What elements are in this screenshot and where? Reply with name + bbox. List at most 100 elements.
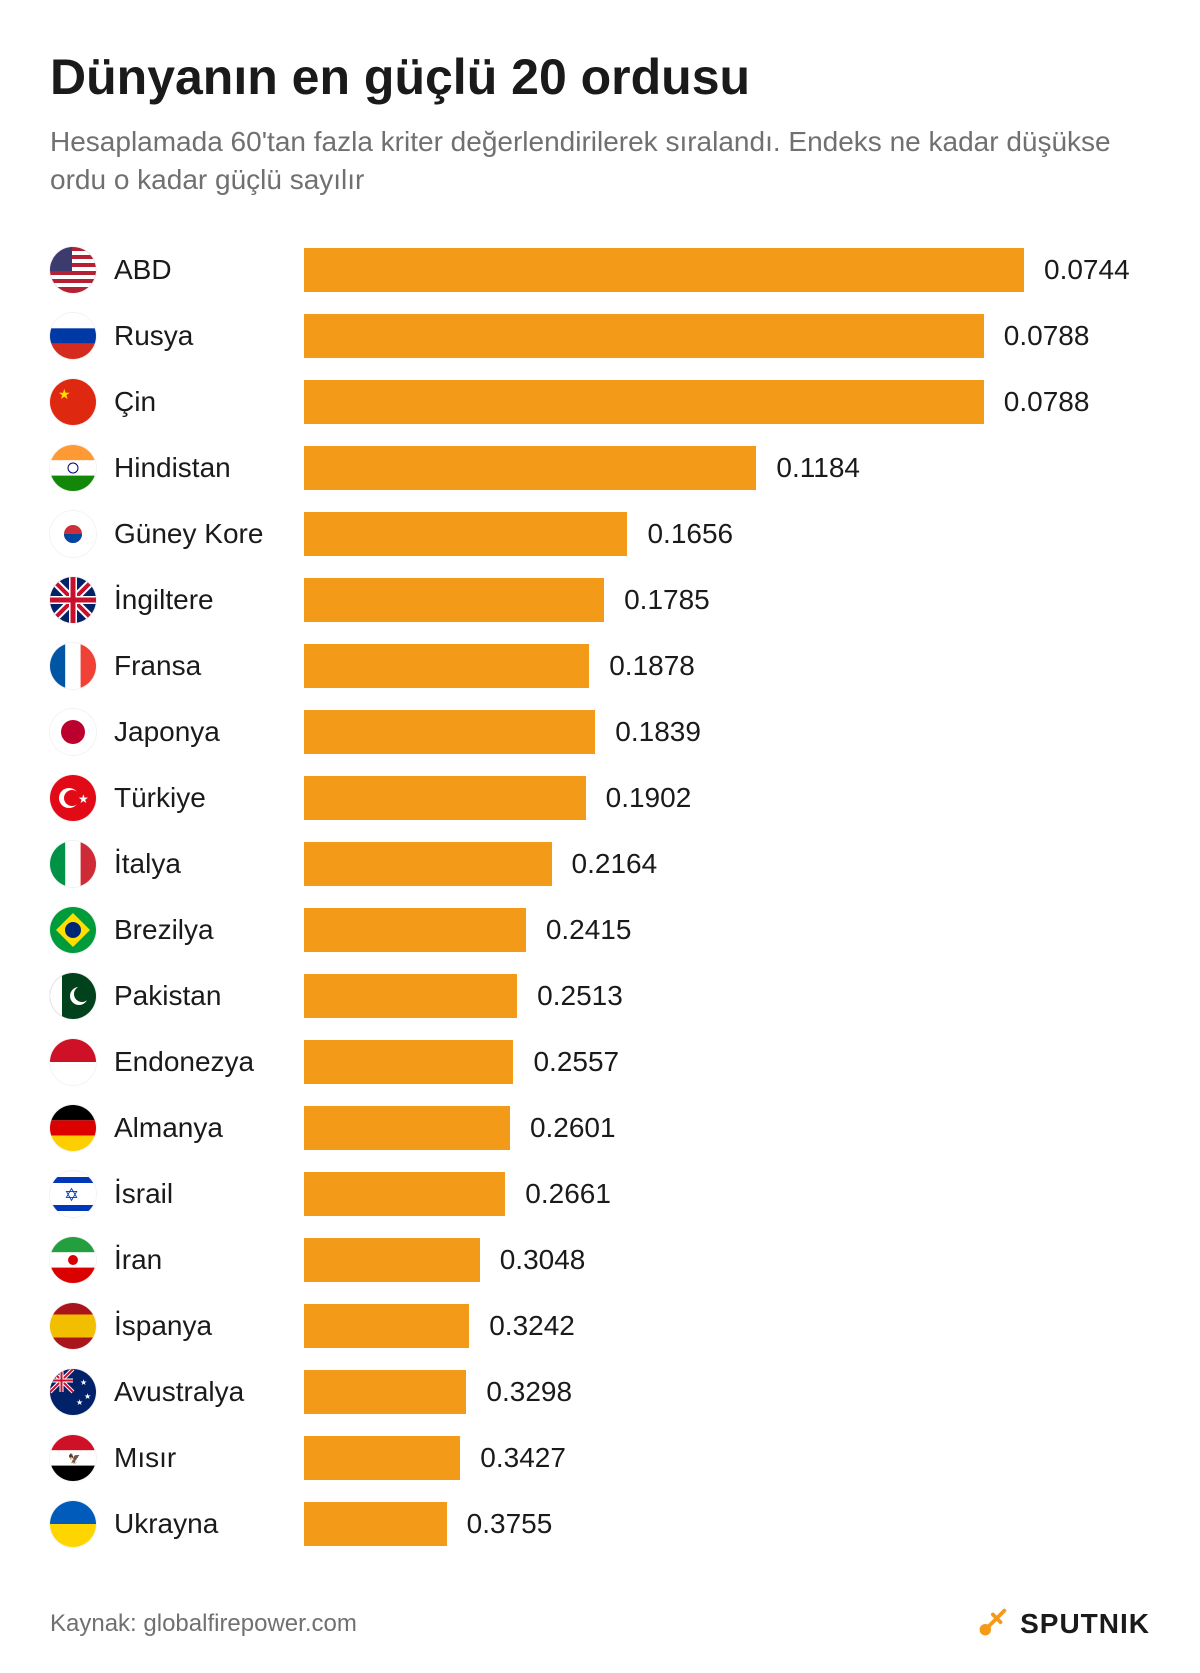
chart-row: 🦅 Mısır 0.3427 (50, 1427, 1150, 1489)
bar-wrap: 0.3427 (304, 1436, 1150, 1480)
svg-text:★: ★ (58, 386, 71, 402)
bar-wrap: 0.0744 (304, 248, 1150, 292)
ir-flag-icon (50, 1237, 96, 1283)
bar (304, 1172, 505, 1216)
bar (304, 446, 756, 490)
bar-wrap: 0.2513 (304, 974, 1150, 1018)
country-label: Ukrayna (114, 1508, 304, 1540)
bar-wrap: 0.0788 (304, 314, 1150, 358)
bar (304, 578, 604, 622)
tr-flag-icon: ★ (50, 775, 96, 821)
svg-text:★: ★ (84, 1392, 91, 1401)
value-label: 0.1902 (606, 782, 692, 814)
value-label: 0.3048 (500, 1244, 586, 1276)
bar (304, 380, 984, 424)
chart-row: ABD0.0744 (50, 239, 1150, 301)
value-label: 0.2513 (537, 980, 623, 1012)
au-flag-icon: ★★★ (50, 1369, 96, 1415)
id-flag-icon (50, 1039, 96, 1085)
country-label: Çin (114, 386, 304, 418)
svg-text:★: ★ (80, 1378, 87, 1387)
gb-flag-icon (50, 577, 96, 623)
chart-row: ★★★Avustralya0.3298 (50, 1361, 1150, 1423)
bar (304, 842, 552, 886)
bar (304, 1436, 460, 1480)
bar (304, 1040, 513, 1084)
value-label: 0.1839 (615, 716, 701, 748)
value-label: 0.1785 (624, 584, 710, 616)
bar (304, 1238, 480, 1282)
country-label: İspanya (114, 1310, 304, 1342)
eg-flag-icon: 🦅 (50, 1435, 96, 1481)
bar (304, 1370, 466, 1414)
it-flag-icon (50, 841, 96, 887)
value-label: 0.3298 (486, 1376, 572, 1408)
chart-row: Pakistan 0.2513 (50, 965, 1150, 1027)
pk-flag-icon (50, 973, 96, 1019)
bar (304, 1304, 469, 1348)
chart-row: Rusya 0.0788 (50, 305, 1150, 367)
infographic-container: Dünyanın en güçlü 20 ordusu Hesaplamada … (0, 0, 1200, 1673)
country-label: Mısır (114, 1442, 304, 1474)
bar-wrap: 0.1656 (304, 512, 1150, 556)
bar-wrap: 0.3755 (304, 1502, 1150, 1546)
chart-row: Fransa0.1878 (50, 635, 1150, 697)
country-label: İran (114, 1244, 304, 1276)
svg-text:★: ★ (78, 792, 89, 806)
value-label: 0.2415 (546, 914, 632, 946)
bar-wrap: 0.2661 (304, 1172, 1150, 1216)
us-flag-icon (50, 247, 96, 293)
value-label: 0.0788 (1004, 386, 1090, 418)
chart-row: ★ Türkiye 0.1902 (50, 767, 1150, 829)
chart-row: Hindistan0.1184 (50, 437, 1150, 499)
bar-wrap: 0.1785 (304, 578, 1150, 622)
bar (304, 512, 627, 556)
value-label: 0.3427 (480, 1442, 566, 1474)
chart-row: ✡ İsrail 0.2661 (50, 1163, 1150, 1225)
es-flag-icon (50, 1303, 96, 1349)
bar (304, 314, 984, 358)
country-label: İtalya (114, 848, 304, 880)
ua-flag-icon (50, 1501, 96, 1547)
value-label: 0.2661 (525, 1178, 611, 1210)
bar (304, 644, 589, 688)
chart-row: İspanya 0.3242 (50, 1295, 1150, 1357)
bar (304, 974, 517, 1018)
country-label: İsrail (114, 1178, 304, 1210)
chart-row: İngiltere0.1785 (50, 569, 1150, 631)
bar (304, 908, 526, 952)
value-label: 0.2164 (572, 848, 658, 880)
kr-flag-icon (50, 511, 96, 557)
value-label: 0.2601 (530, 1112, 616, 1144)
value-label: 0.0744 (1044, 254, 1130, 286)
value-label: 0.0788 (1004, 320, 1090, 352)
bar (304, 776, 586, 820)
country-label: Japonya (114, 716, 304, 748)
brand-text: SPUTNIK (1020, 1608, 1150, 1640)
footer: Kaynak: globalfirepower.com SPUTNIK (50, 1605, 1150, 1643)
svg-text:✡: ✡ (64, 1185, 79, 1205)
bar-wrap: 0.2557 (304, 1040, 1150, 1084)
bar-chart: ABD0.0744Rusya0.0788★Çin0.0788Hindistan0… (50, 239, 1150, 1555)
value-label: 0.3242 (489, 1310, 575, 1342)
bar-wrap: 0.2415 (304, 908, 1150, 952)
in-flag-icon (50, 445, 96, 491)
bar-wrap: 0.2164 (304, 842, 1150, 886)
bar-wrap: 0.1839 (304, 710, 1150, 754)
bar-wrap: 0.3048 (304, 1238, 1150, 1282)
chart-row: Almanya0.2601 (50, 1097, 1150, 1159)
bar (304, 248, 1024, 292)
chart-title: Dünyanın en güçlü 20 ordusu (50, 50, 1150, 105)
country-label: Pakistan (114, 980, 304, 1012)
country-label: Güney Kore (114, 518, 304, 550)
bar-wrap: 0.3242 (304, 1304, 1150, 1348)
country-label: Hindistan (114, 452, 304, 484)
sputnik-logo-icon (972, 1605, 1010, 1643)
bar-wrap: 0.0788 (304, 380, 1150, 424)
chart-row: İtalya 0.2164 (50, 833, 1150, 895)
svg-text:★: ★ (76, 1398, 83, 1407)
source-label: Kaynak: globalfirepower.com (50, 1610, 357, 1638)
value-label: 0.3755 (467, 1508, 553, 1540)
country-label: Türkiye (114, 782, 304, 814)
country-label: Rusya (114, 320, 304, 352)
